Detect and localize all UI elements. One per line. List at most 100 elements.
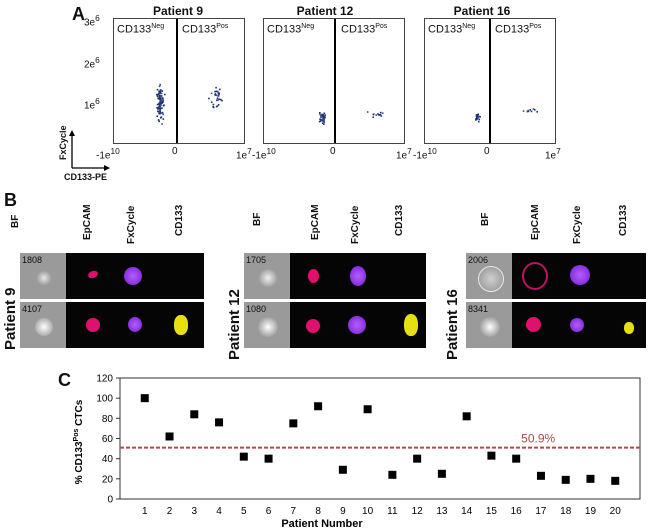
event-dot bbox=[475, 114, 478, 116]
data-point bbox=[314, 402, 323, 411]
scatter-title-2: Patient 12 bbox=[296, 4, 354, 18]
epcam-signal bbox=[87, 269, 99, 280]
x-tick-label: -1e10 bbox=[252, 146, 276, 162]
event-dot bbox=[322, 119, 325, 122]
event-dot bbox=[479, 116, 481, 118]
event-dot bbox=[379, 111, 382, 114]
event-dot bbox=[158, 107, 160, 110]
data-point bbox=[363, 405, 372, 414]
panel-letter-c: C bbox=[58, 370, 71, 390]
fluorescence-image bbox=[290, 302, 426, 348]
data-point bbox=[140, 394, 149, 403]
event-dot bbox=[160, 112, 163, 114]
cell-icon bbox=[480, 317, 500, 337]
event-dot bbox=[159, 113, 161, 115]
event-dot bbox=[161, 107, 163, 109]
event-dot bbox=[214, 90, 216, 93]
x-tick-label: -1e10 bbox=[413, 146, 437, 162]
event-dot bbox=[372, 113, 375, 115]
data-point bbox=[239, 452, 248, 461]
event-dot bbox=[158, 112, 160, 115]
data-point bbox=[437, 469, 446, 478]
event-dot bbox=[158, 92, 160, 95]
event-dot bbox=[324, 114, 326, 116]
event-dot bbox=[216, 97, 219, 99]
event-dot bbox=[526, 110, 529, 113]
x-tick-label: -1e10 bbox=[96, 146, 120, 162]
x-tick-label: 1 bbox=[142, 506, 148, 517]
event-dot bbox=[159, 92, 162, 95]
event-dot bbox=[320, 118, 322, 121]
event-dot bbox=[322, 116, 325, 119]
x-tick-label: 17 bbox=[535, 506, 547, 517]
event-dot bbox=[380, 115, 383, 117]
y-tick-label: 20 bbox=[102, 474, 114, 485]
event-dot bbox=[157, 110, 159, 112]
cell-id: 1705 bbox=[246, 255, 267, 265]
gate-label-pos: CD133Pos bbox=[182, 23, 229, 36]
event-dot bbox=[378, 114, 380, 116]
x-tick-label: 5 bbox=[241, 506, 247, 517]
event-dot bbox=[321, 119, 323, 121]
data-point bbox=[165, 432, 174, 441]
bf-image: 2006 bbox=[466, 253, 512, 299]
data-point bbox=[536, 471, 545, 480]
event-dot bbox=[322, 117, 324, 120]
x-tick-label: 9 bbox=[340, 506, 346, 517]
bf-image: 8341 bbox=[466, 302, 512, 348]
cell-id: 1808 bbox=[22, 255, 43, 265]
gate-divider bbox=[176, 19, 178, 143]
data-point bbox=[561, 475, 570, 484]
event-dot bbox=[158, 120, 160, 123]
event-dot bbox=[319, 120, 322, 122]
patient-label-9: Patient 9 bbox=[2, 287, 19, 350]
event-dot bbox=[156, 103, 159, 106]
channel-label-fxcycle: FxCycle bbox=[126, 205, 137, 244]
event-dot bbox=[321, 115, 323, 117]
event-dot bbox=[161, 102, 163, 104]
cd133-signal bbox=[404, 314, 418, 336]
epcam-signal bbox=[86, 318, 100, 332]
event-dot bbox=[161, 123, 163, 125]
x-tick-label: 19 bbox=[585, 506, 597, 517]
x-tick-label: 10 bbox=[362, 506, 374, 517]
event-dot bbox=[158, 98, 160, 100]
event-dot bbox=[218, 98, 220, 100]
data-point bbox=[487, 451, 496, 460]
event-dot bbox=[158, 85, 161, 88]
channel-label-epcam: EpCAM bbox=[82, 204, 93, 240]
event-dot bbox=[163, 104, 165, 106]
data-point bbox=[611, 476, 620, 485]
event-dot bbox=[321, 113, 323, 116]
event-dot bbox=[215, 86, 217, 89]
event-dot bbox=[216, 105, 219, 107]
event-dot bbox=[160, 102, 162, 105]
fluorescence-image bbox=[512, 253, 646, 299]
channel-label-bf: BF bbox=[480, 212, 491, 226]
event-dot bbox=[221, 99, 223, 102]
event-dot bbox=[475, 119, 477, 121]
fxcycle-signal bbox=[348, 316, 366, 334]
event-dot bbox=[319, 118, 321, 121]
event-dot bbox=[156, 93, 158, 96]
event-dot bbox=[522, 110, 525, 112]
channel-label-cd133: CD133 bbox=[174, 204, 185, 236]
x-tick-label: 0 bbox=[172, 146, 178, 157]
event-dot bbox=[527, 109, 529, 112]
gate-label-neg: CD133Neg bbox=[117, 23, 165, 36]
event-dot bbox=[157, 119, 160, 121]
event-dot bbox=[217, 90, 219, 93]
event-dot bbox=[212, 103, 215, 106]
event-dot bbox=[321, 122, 324, 124]
event-dot bbox=[159, 111, 161, 113]
event-dot bbox=[478, 120, 480, 123]
event-dot bbox=[162, 99, 164, 102]
event-dot bbox=[372, 116, 374, 118]
fxcycle-signal bbox=[570, 318, 584, 332]
scatter-dots-1 bbox=[156, 83, 223, 125]
x-tick-label: 1e7 bbox=[545, 146, 561, 162]
event-dot bbox=[215, 94, 217, 97]
gate-label-pos: CD133Pos bbox=[341, 23, 388, 36]
event-dot bbox=[156, 115, 158, 117]
data-point bbox=[413, 454, 422, 463]
